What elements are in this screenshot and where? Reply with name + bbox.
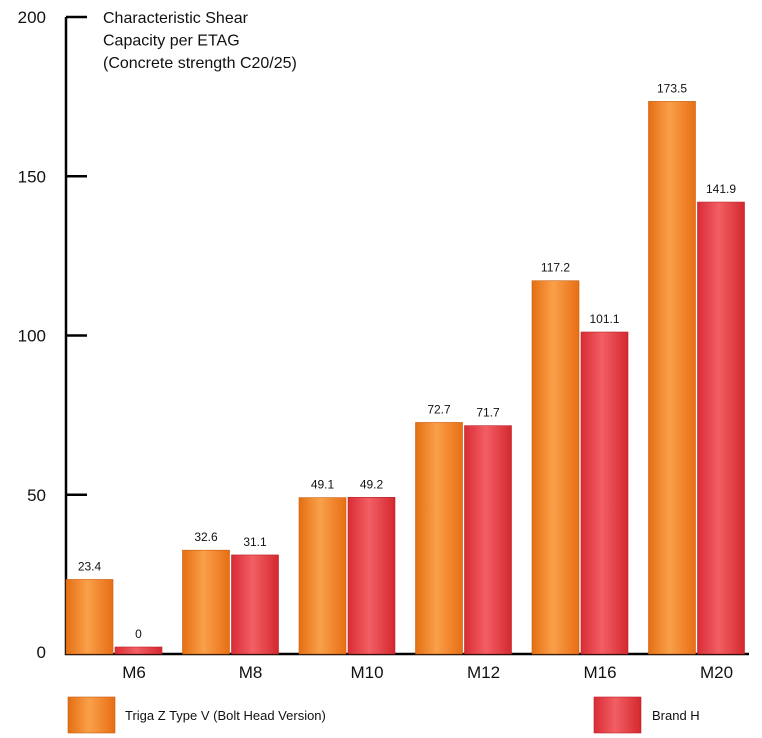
y-tick-label: 100	[18, 327, 46, 346]
y-tick-label: 0	[37, 643, 46, 662]
chart-axes: 0 50 100 150 200	[18, 8, 749, 662]
bar-triga-m16	[531, 280, 580, 655]
data-label: 173.5	[657, 81, 687, 95]
data-label: 71.7	[476, 406, 500, 420]
data-label: 72.7	[427, 402, 451, 416]
chart-title-line: (Concrete strength C20/25)	[103, 55, 297, 72]
x-tick-label: M6	[122, 663, 146, 682]
chart-bars: 23.4 0 M6 32.6 31.1 M8 49.1 49.2 M10 72.7 71.7 M12 1…	[65, 81, 745, 682]
bar-brand-h-m10	[347, 496, 396, 655]
data-label: 0	[135, 627, 142, 641]
chart-title-line: Characteristic Shear	[103, 10, 249, 27]
bar-brand-h-m12	[464, 425, 512, 655]
legend-label-triga: Triga Z Type V (Bolt Head Version)	[125, 708, 326, 723]
bar-brand-h-m8	[231, 554, 279, 655]
data-label: 49.1	[311, 478, 335, 492]
x-tick-label: M8	[239, 663, 263, 682]
legend-swatch-triga	[67, 696, 116, 734]
x-tick-label: M10	[350, 663, 383, 682]
y-tick-label: 50	[27, 486, 46, 505]
legend-swatch-brand-h	[593, 696, 642, 734]
chart-legend: Triga Z Type V (Bolt Head Version) Brand …	[67, 696, 700, 734]
bar-triga-m12	[415, 422, 463, 655]
bar-triga-m20	[648, 101, 696, 655]
bar-brand-h-m20	[697, 201, 745, 655]
data-label: 23.4	[78, 559, 102, 573]
bar-brand-h-m6	[114, 646, 163, 655]
y-tick-label: 200	[18, 8, 46, 27]
legend-label-brand-h: Brand H	[652, 708, 700, 723]
data-label: 101.1	[589, 312, 619, 326]
bar-triga-m10	[298, 497, 347, 655]
data-label: 31.1	[243, 535, 267, 549]
x-tick-label: M12	[467, 663, 500, 682]
bar-triga-m8	[182, 549, 230, 655]
x-tick-label: M20	[700, 663, 733, 682]
y-tick-label: 150	[18, 167, 46, 186]
bar-brand-h-m16	[580, 331, 629, 655]
x-tick-label: M16	[583, 663, 616, 682]
data-label: 49.2	[360, 477, 384, 491]
data-label: 32.6	[194, 530, 218, 544]
chart-title-line: Capacity per ETAG	[103, 33, 240, 50]
data-label: 117.2	[541, 261, 570, 275]
chart-title: Characteristic Shear Capacity per ETAG (Co…	[103, 10, 297, 72]
data-label: 141.9	[706, 182, 736, 196]
bar-triga-m6	[65, 579, 114, 655]
